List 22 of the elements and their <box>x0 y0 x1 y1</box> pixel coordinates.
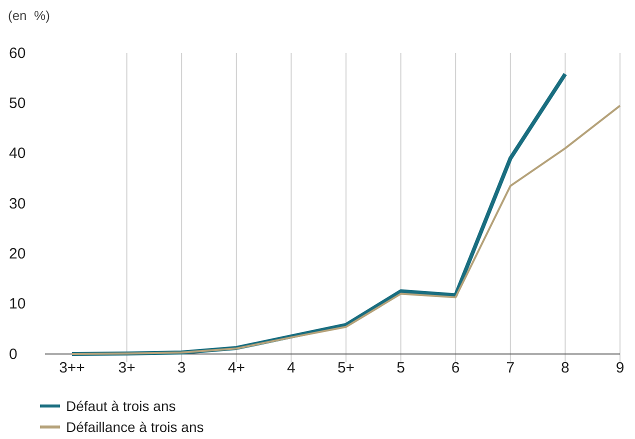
y-axis-title: (en %) <box>8 8 50 23</box>
x-tick-label: 3 <box>177 360 186 377</box>
y-tick-label: 10 <box>9 296 26 313</box>
x-tick-label: 7 <box>506 360 515 377</box>
y-tick-label: 60 <box>9 44 26 62</box>
legend-label: Défaillance à trois ans <box>66 419 204 435</box>
x-tick-label: 9 <box>616 360 624 377</box>
y-tick-label: 0 <box>9 346 18 363</box>
y-tick-label: 30 <box>9 195 26 212</box>
y-tick-label: 20 <box>9 245 26 262</box>
x-tick-label: 3+ <box>118 360 136 377</box>
x-tick-label: 3++ <box>59 360 86 377</box>
x-tick-label: 4 <box>287 360 296 377</box>
x-tick-label: 6 <box>451 360 460 377</box>
x-tick-label: 8 <box>561 360 570 377</box>
legend-label: Défaut à trois ans <box>66 398 176 414</box>
line-series <box>71 104 621 355</box>
y-tick-label: 50 <box>9 94 26 112</box>
x-tick-label: 4+ <box>228 360 246 377</box>
x-tick-label: 5+ <box>337 360 355 377</box>
y-tick-label: 40 <box>9 145 26 162</box>
x-tick-label: 5 <box>396 360 405 377</box>
